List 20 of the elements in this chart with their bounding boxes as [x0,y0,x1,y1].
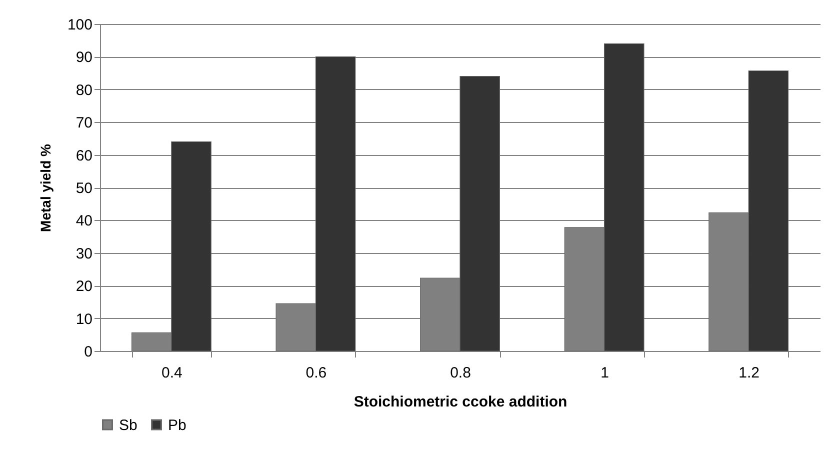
y-tick-label: 100 [67,16,92,34]
x-tick-label: 1.2 [738,364,760,382]
y-tick-label: 10 [76,310,92,328]
y-axis-title: Metal yield % [37,143,54,232]
y-tick-label: 80 [76,82,92,99]
y-tick-label: 20 [76,278,92,296]
y-tick-label: 70 [76,114,92,132]
x-tick-label: 0.4 [161,364,182,382]
y-tick-label: 60 [76,147,92,164]
y-tick-label: 90 [76,49,92,66]
legend-label: Pb [168,416,186,434]
x-tick-label: 0.6 [306,364,327,382]
x-tick-label: 0.8 [450,364,471,382]
y-tick-label: 30 [76,245,92,262]
y-tick-label: 40 [76,212,92,230]
x-axis-title: Stoichiometric ccoke addition [354,394,568,410]
x-tick-label: 1 [600,364,609,382]
y-tick-label: 0 [84,344,92,360]
y-tick-label: 50 [76,180,92,197]
legend-label: Sb [119,416,138,434]
